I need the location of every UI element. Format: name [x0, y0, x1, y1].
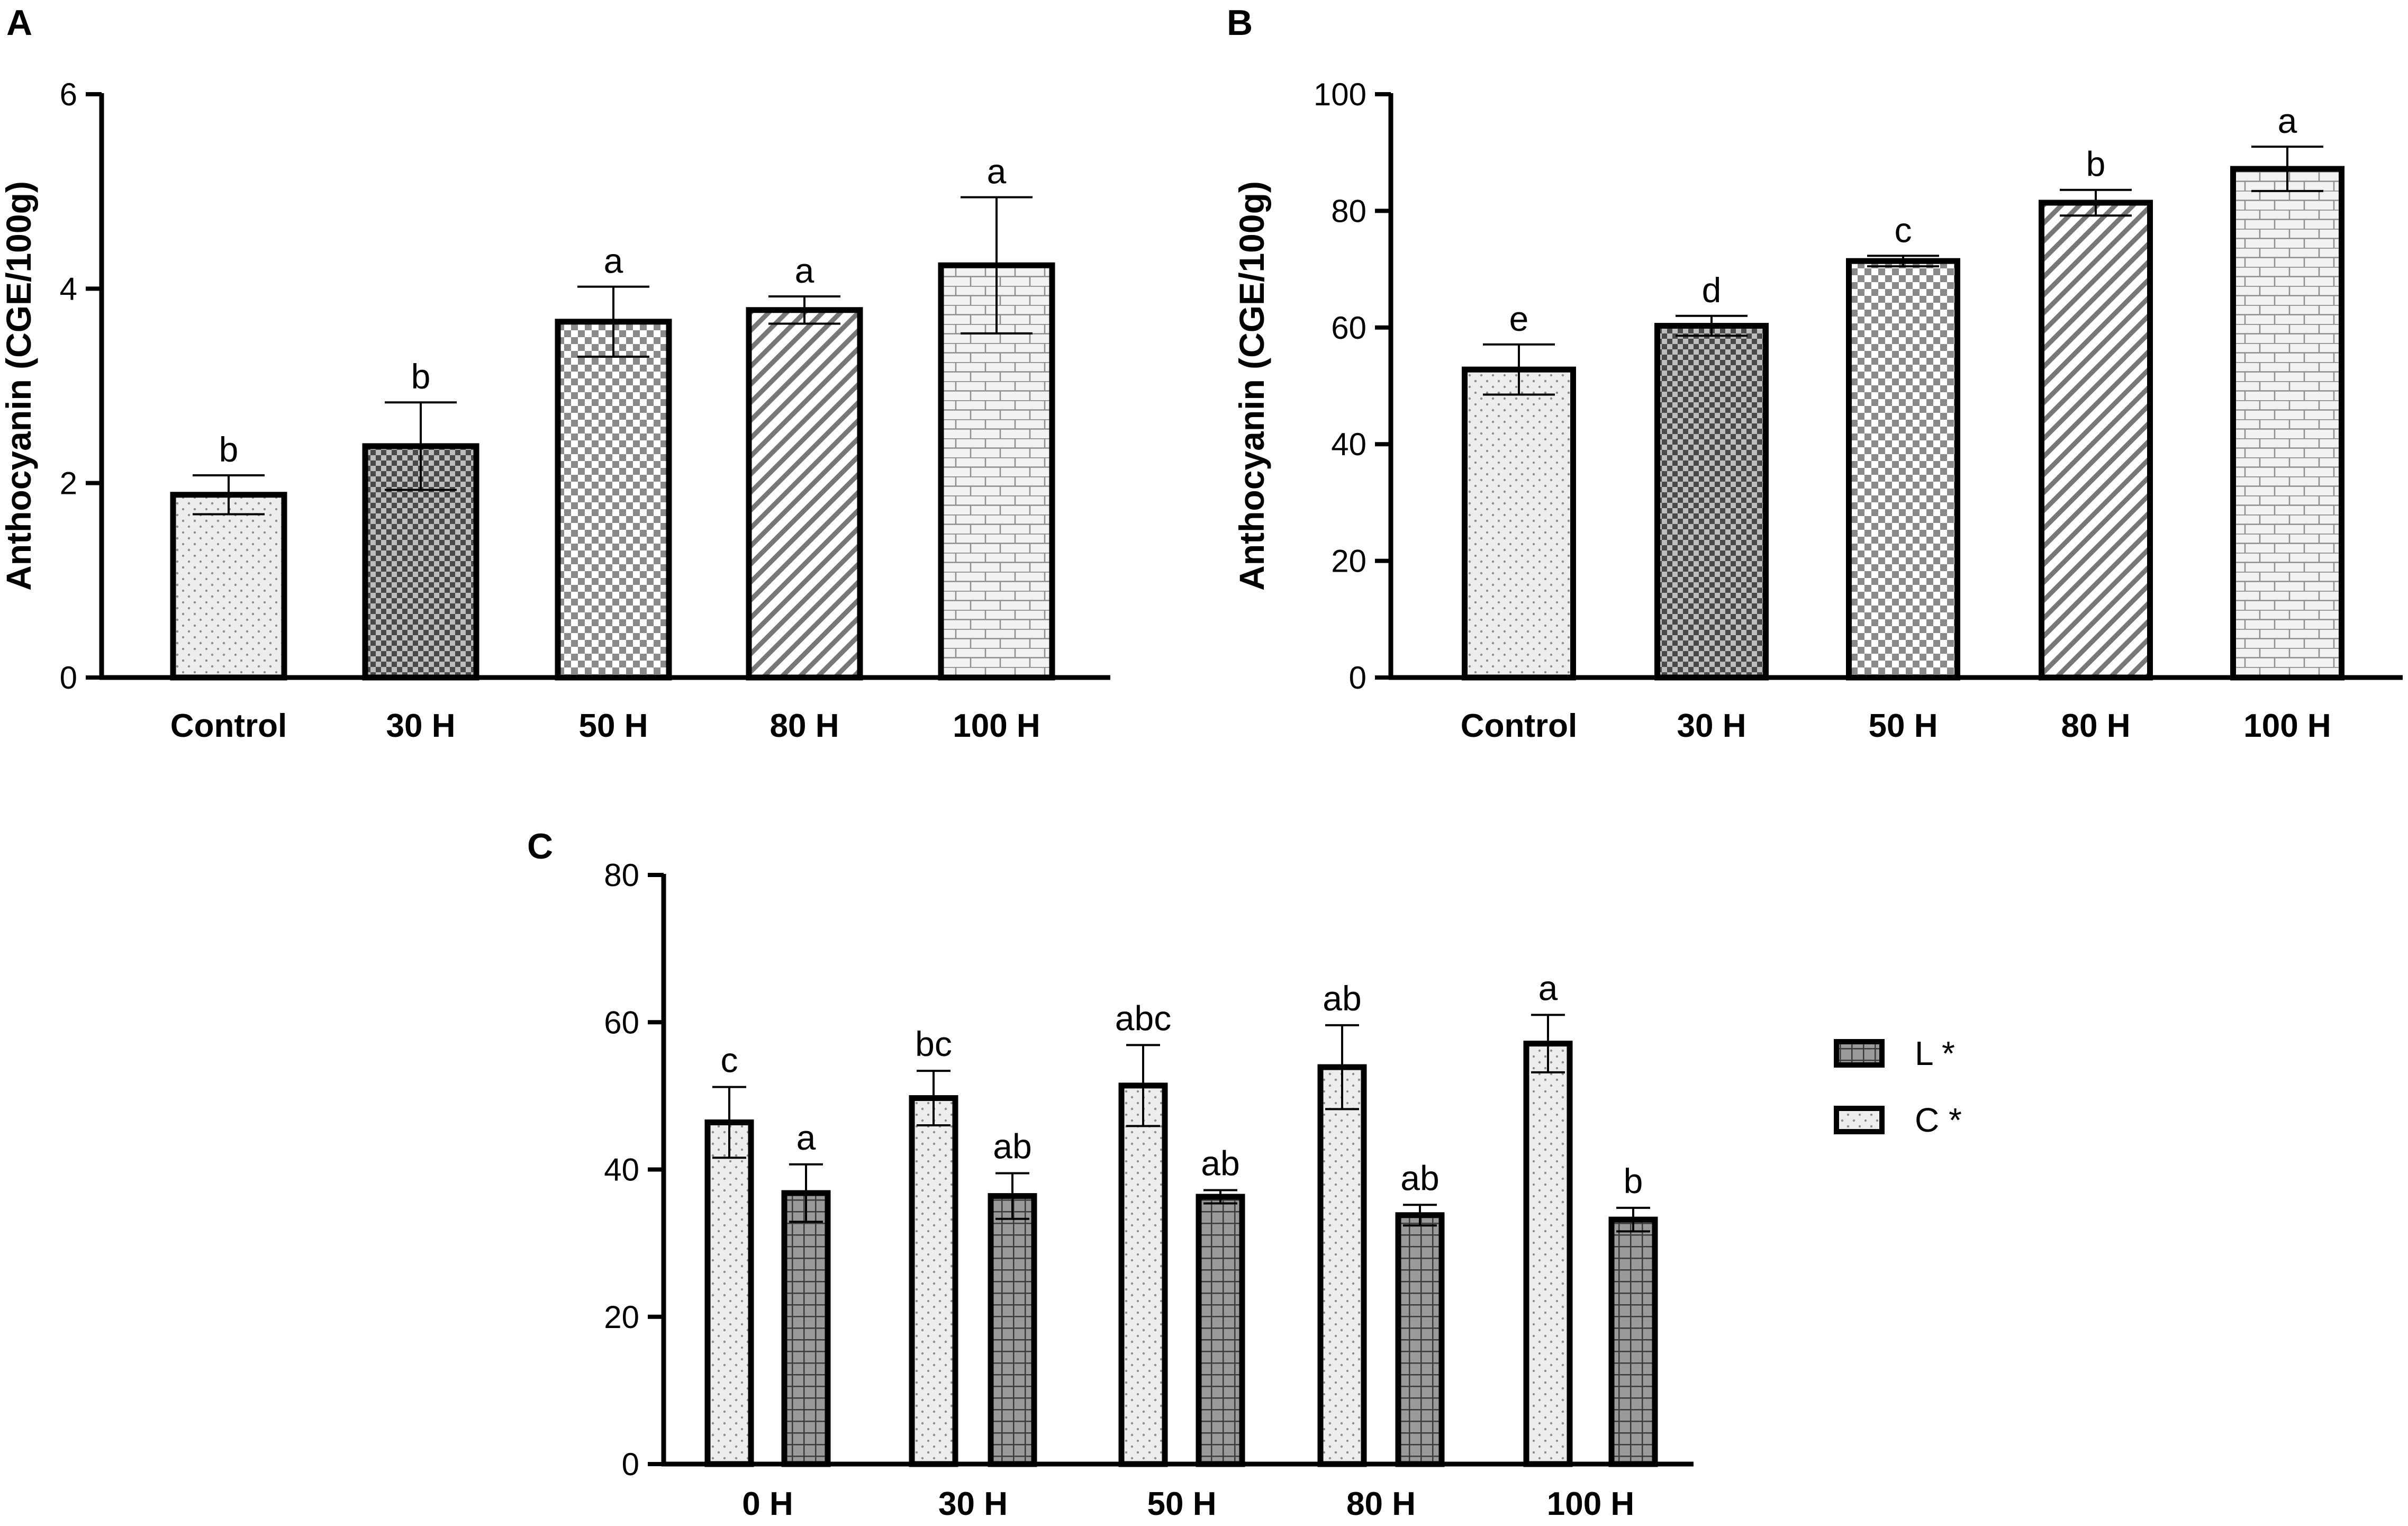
- panel-b: B 0 20 40 60 80 100 Anthocyanin (CGE/100g) e Con…: [1227, 3, 2403, 744]
- significance-label: a: [987, 152, 1007, 191]
- significance-label: e: [1509, 299, 1529, 338]
- significance-label: a: [1538, 968, 1558, 1007]
- legend-label-c-star: C *: [1915, 1101, 1962, 1139]
- x-tick-label: 100 H: [2243, 708, 2331, 744]
- y-tick-label: 2: [60, 466, 77, 501]
- x-tick-label: 50 H: [579, 708, 648, 744]
- bar-control: [170, 492, 287, 681]
- y-tick-label: 60: [604, 1005, 639, 1040]
- bar-30-h: [1654, 322, 1769, 681]
- bar-l-star-50-h: [1196, 1194, 1245, 1467]
- significance-label: c: [1895, 210, 1912, 249]
- panel-a: A 0 2 4 6 Anthocyanin (CGE/100g) b Control b 30 …: [0, 3, 1110, 744]
- y-tick-label: 40: [604, 1152, 639, 1188]
- y-tick-label: 0: [1349, 660, 1366, 696]
- bar-c-star-100-h: [1523, 1041, 1573, 1467]
- x-tick-label: Control: [1461, 708, 1577, 744]
- y-tick-label: 0: [622, 1447, 639, 1482]
- bar-80-h: [2039, 200, 2153, 681]
- legend-label-l-star: L *: [1915, 1034, 1955, 1072]
- significance-label: b: [411, 357, 431, 396]
- y-tick-label: 0: [60, 660, 77, 696]
- significance-label: b: [219, 430, 239, 469]
- bar-c-star-50-h: [1118, 1082, 1168, 1467]
- x-tick-label: Control: [170, 708, 287, 744]
- bar-l-star-100-h: [1608, 1216, 1658, 1467]
- panel-letter-a: A: [6, 3, 32, 43]
- significance-label: d: [1702, 270, 1722, 310]
- bar-c-star-0-h: [704, 1119, 754, 1467]
- bar-80-h: [746, 307, 863, 681]
- significance-label: ab: [1323, 979, 1361, 1018]
- x-tick-label: 30 H: [938, 1486, 1008, 1522]
- significance-label: abc: [1115, 998, 1171, 1037]
- bar-c-star-80-h: [1317, 1064, 1367, 1467]
- significance-label: ab: [993, 1126, 1031, 1166]
- x-tick-label: 80 H: [2061, 708, 2131, 744]
- y-tick-label: 60: [1331, 310, 1366, 346]
- y-tick-label: 20: [604, 1299, 639, 1335]
- y-tick-label: 100: [1314, 77, 1366, 112]
- bar-c-star-30-h: [909, 1095, 958, 1467]
- x-tick-label: 50 H: [1147, 1486, 1217, 1522]
- legend-swatch-l-star: [1834, 1039, 1885, 1068]
- significance-label: bc: [915, 1024, 952, 1063]
- significance-label: a: [795, 251, 814, 290]
- significance-label: ab: [1201, 1143, 1239, 1182]
- significance-label: b: [1624, 1161, 1643, 1200]
- legend-swatch-c-star: [1834, 1106, 1885, 1134]
- y-tick-label: 6: [60, 77, 77, 112]
- panel-letter-b: B: [1227, 3, 1253, 43]
- panel-letter-c: C: [527, 826, 553, 866]
- x-tick-label: 100 H: [953, 708, 1040, 744]
- x-tick-label: 80 H: [1346, 1486, 1416, 1522]
- y-tick-label: 4: [60, 271, 77, 306]
- significance-label: c: [721, 1041, 738, 1080]
- bar-50-h: [1846, 258, 1960, 681]
- y-axis-title: Anthocyanin (CGE/100g): [0, 181, 38, 591]
- bar-100-h: [2230, 166, 2344, 681]
- y-tick-label: 80: [604, 857, 639, 893]
- x-tick-label: 0 H: [742, 1486, 793, 1522]
- y-tick-label: 20: [1331, 544, 1366, 579]
- y-axis-title: Anthocyanin (CGE/100g): [1232, 181, 1271, 591]
- significance-label: a: [2278, 101, 2297, 140]
- x-tick-label: 100 H: [1547, 1486, 1634, 1522]
- y-tick-label: 80: [1331, 193, 1366, 229]
- x-tick-label: 50 H: [1869, 708, 1938, 744]
- significance-label: a: [796, 1118, 816, 1157]
- panel-c-legend: L * C *: [1834, 1034, 1962, 1139]
- bar-l-star-0-h: [781, 1190, 831, 1467]
- bar-50-h: [555, 319, 672, 681]
- bar-l-star-80-h: [1395, 1212, 1445, 1467]
- y-tick-label: 40: [1331, 427, 1366, 462]
- panel-a-plot: 0 2 4 6 Anthocyanin (CGE/100g) b Control b 30 H a…: [0, 77, 1110, 744]
- bar-l-star-30-h: [988, 1193, 1037, 1467]
- bar-control: [1462, 366, 1576, 681]
- significance-label: b: [2086, 145, 2106, 184]
- x-tick-label: 30 H: [1677, 708, 1746, 744]
- panel-b-plot: 0 20 40 60 80 100 Anthocyanin (CGE/100g) e Contr…: [1232, 77, 2403, 744]
- x-tick-label: 30 H: [386, 708, 456, 744]
- significance-label: ab: [1400, 1158, 1439, 1197]
- x-tick-label: 80 H: [770, 708, 839, 744]
- significance-label: a: [604, 241, 623, 281]
